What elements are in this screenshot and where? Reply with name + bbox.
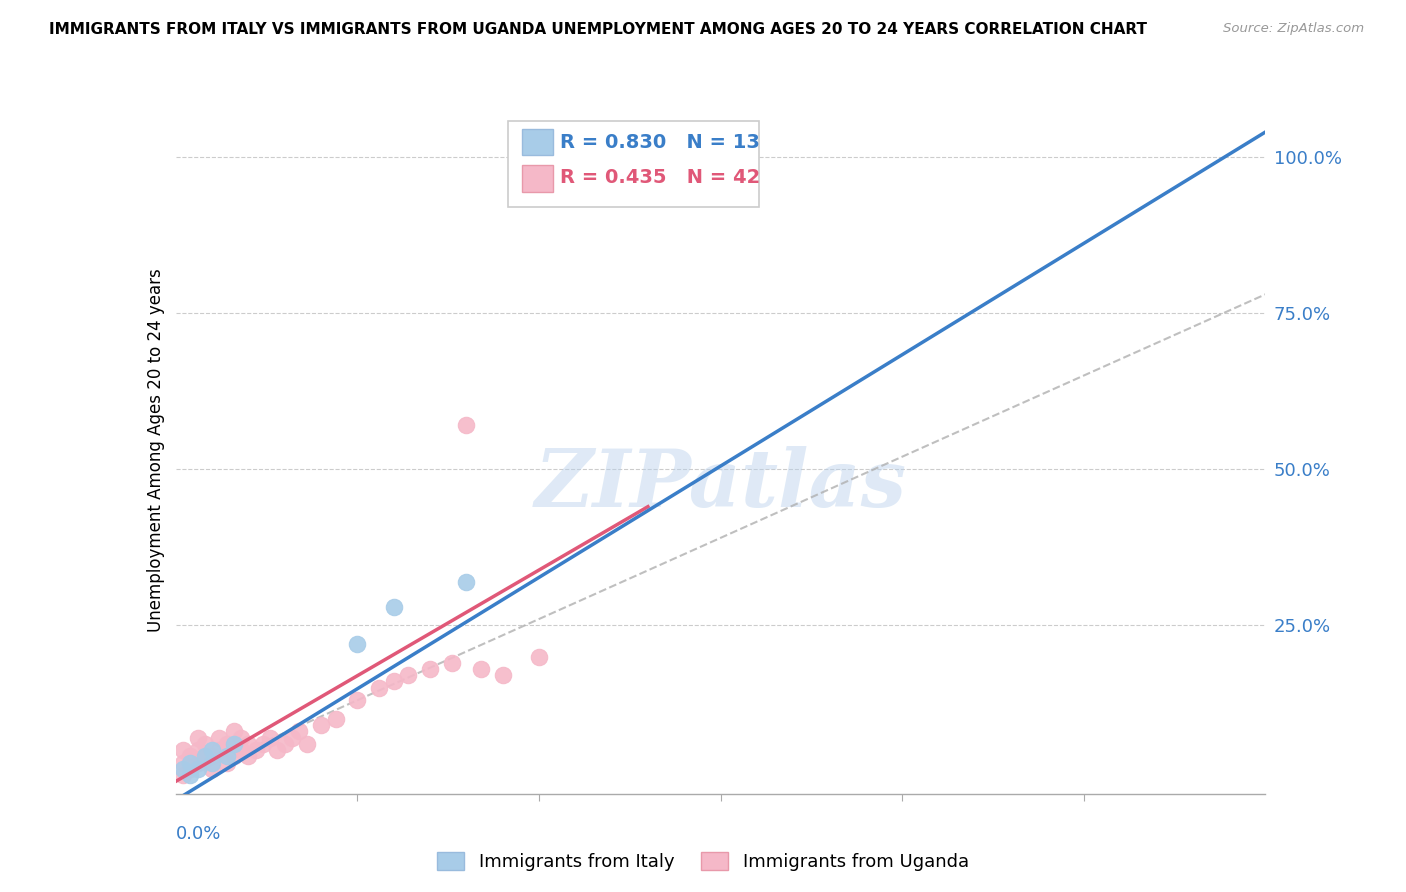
Point — [295, 737, 318, 751]
Point — [527, 649, 550, 664]
Point — [222, 749, 245, 764]
Point — [288, 724, 311, 739]
Point — [238, 737, 260, 751]
Point — [222, 737, 245, 751]
Point — [368, 681, 391, 695]
Point — [259, 731, 281, 745]
Point — [346, 637, 368, 651]
Point — [179, 768, 201, 782]
Point — [208, 731, 231, 745]
FancyBboxPatch shape — [508, 120, 759, 207]
Point — [309, 718, 332, 732]
Point — [215, 756, 238, 770]
Point — [172, 762, 194, 776]
Point — [194, 749, 217, 764]
Point — [325, 712, 347, 726]
Point — [492, 668, 515, 682]
Point — [186, 731, 209, 745]
Point — [266, 743, 288, 757]
FancyBboxPatch shape — [522, 165, 553, 192]
Point — [172, 756, 194, 770]
Point — [231, 731, 253, 745]
Point — [419, 662, 441, 676]
Point — [194, 737, 217, 751]
Point — [238, 749, 260, 764]
Point — [382, 599, 405, 614]
Point — [440, 656, 463, 670]
Point — [396, 668, 419, 682]
Y-axis label: Unemployment Among Ages 20 to 24 years: Unemployment Among Ages 20 to 24 years — [146, 268, 165, 632]
Point — [194, 749, 217, 764]
Text: R = 0.830   N = 13: R = 0.830 N = 13 — [561, 133, 761, 152]
Point — [186, 756, 209, 770]
Point — [208, 743, 231, 757]
Point — [201, 749, 224, 764]
Text: Source: ZipAtlas.com: Source: ZipAtlas.com — [1223, 22, 1364, 36]
Legend: Immigrants from Italy, Immigrants from Uganda: Immigrants from Italy, Immigrants from U… — [430, 845, 976, 879]
Point — [222, 724, 245, 739]
Point — [201, 756, 224, 770]
Point — [179, 762, 201, 776]
Point — [179, 749, 201, 764]
Point — [470, 662, 492, 676]
Point — [245, 743, 267, 757]
Text: IMMIGRANTS FROM ITALY VS IMMIGRANTS FROM UGANDA UNEMPLOYMENT AMONG AGES 20 TO 24: IMMIGRANTS FROM ITALY VS IMMIGRANTS FROM… — [49, 22, 1147, 37]
Point — [172, 768, 194, 782]
Point — [456, 574, 478, 589]
Point — [281, 731, 304, 745]
Point — [201, 762, 224, 776]
Text: 0.0%: 0.0% — [176, 825, 221, 843]
Point — [456, 418, 478, 433]
Point — [186, 743, 209, 757]
Point — [274, 737, 297, 751]
Point — [215, 749, 238, 764]
Text: R = 0.435   N = 42: R = 0.435 N = 42 — [561, 169, 761, 187]
Point — [346, 693, 368, 707]
Point — [252, 737, 274, 751]
Point — [231, 743, 253, 757]
Point — [382, 674, 405, 689]
FancyBboxPatch shape — [522, 129, 553, 155]
Point — [215, 737, 238, 751]
Point — [201, 743, 224, 757]
Point — [179, 756, 201, 770]
Point — [172, 743, 194, 757]
Point — [710, 150, 733, 164]
Point — [186, 762, 209, 776]
Text: ZIPatlas: ZIPatlas — [534, 446, 907, 524]
